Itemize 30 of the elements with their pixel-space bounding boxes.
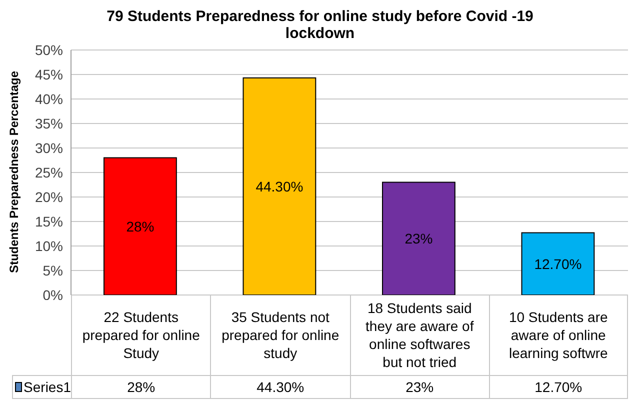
bar — [521, 232, 595, 295]
data-label: 23% — [350, 376, 489, 398]
y-tick-label: 5% — [42, 262, 63, 278]
y-tick-label: 35% — [34, 115, 63, 132]
bar — [382, 182, 456, 295]
y-tick-label: 25% — [34, 164, 63, 180]
text: 12.70% — [534, 256, 582, 272]
y-tick-label: 0% — [42, 286, 63, 303]
x-tick-label: 22 Students prepared for online Study — [71, 295, 210, 375]
y-tick-label: 30% — [34, 140, 63, 156]
bar — [242, 77, 316, 295]
text: Series1 — [24, 379, 71, 395]
text: 44.30% — [256, 178, 304, 194]
bar — [104, 157, 177, 295]
data-label: 44.30% — [210, 376, 350, 398]
y-tick-label: 10% — [34, 238, 63, 254]
x-tick-label: 35 Students not prepared for online study — [210, 295, 350, 375]
x-tick-label: 18 Students said they are aware of online softwares but not tried — [350, 295, 489, 375]
y-tick-label: 20% — [34, 188, 63, 205]
text: 23% — [404, 230, 433, 247]
data-label: 28% — [71, 376, 210, 398]
x-tick-label: 10 Students are aware of online learning softwre — [488, 295, 628, 375]
text: 28% — [126, 218, 154, 234]
y-tick-label: 15% — [34, 213, 63, 230]
data-label: 12.70% — [488, 376, 628, 398]
y-axis-title: Students Preparedness Percentage — [7, 70, 21, 274]
chart-title: 79 Students Preparedness for online study before Covid -19 lockdown — [106, 8, 534, 42]
y-tick-label: 45% — [34, 66, 63, 82]
y-tick-label: 40% — [34, 90, 63, 107]
y-tick-label: 50% — [34, 42, 63, 58]
